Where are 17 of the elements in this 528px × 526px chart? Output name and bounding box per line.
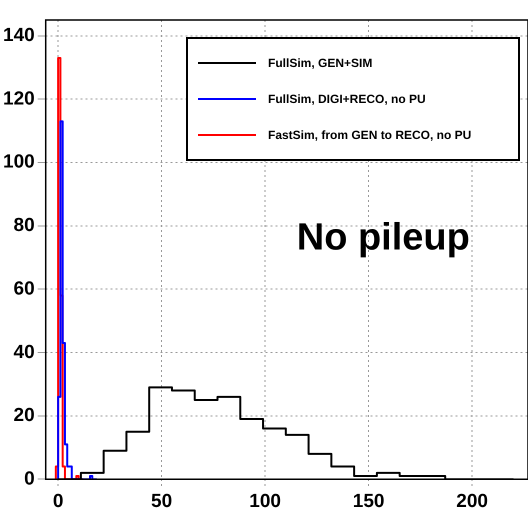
y-tick-label: 20 [14, 405, 35, 426]
y-tick-label: 80 [14, 215, 35, 236]
y-tick-label: 40 [14, 342, 35, 363]
x-tick-label: 50 [151, 490, 172, 512]
y-tick-label: 0 [24, 468, 35, 490]
x-tick-label: 0 [52, 490, 64, 512]
annotation: No pileup [296, 216, 470, 259]
y-tick-label: 140 [3, 25, 35, 46]
legend-label: FullSim, DIGI+RECO, no PU [268, 92, 426, 106]
legend-label: FastSim, from GEN to RECO, no PU [268, 128, 472, 142]
y-tick-label: 60 [14, 278, 35, 300]
legend-label: FullSim, GEN+SIM [268, 56, 372, 70]
x-tick-label: 150 [352, 490, 384, 512]
y-tick-label: 100 [3, 152, 35, 173]
x-tick-label: 200 [456, 490, 488, 512]
y-tick-label: 120 [3, 88, 35, 110]
x-tick-label: 100 [249, 490, 281, 512]
